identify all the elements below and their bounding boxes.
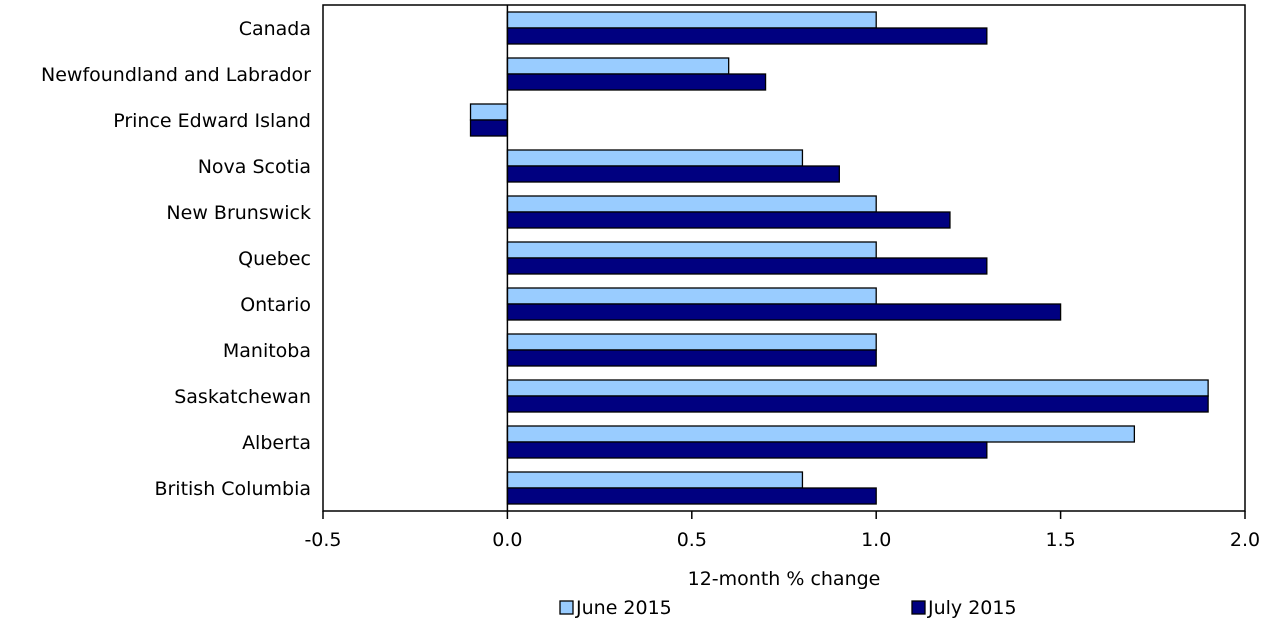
- bar-series-2: [506, 27, 988, 45]
- bar-series-1: [506, 333, 877, 351]
- category-label: Saskatchewan: [174, 386, 311, 408]
- bar-series-1: [506, 241, 877, 259]
- category-label: Quebec: [238, 248, 311, 270]
- bar-series-1: [506, 379, 1209, 397]
- plot-area-frame: [322, 4, 1246, 512]
- bar-series-2: [506, 303, 1062, 321]
- bar-series-2: [506, 395, 1209, 413]
- bar-series-1: [469, 103, 509, 121]
- bar-series-1: [506, 287, 877, 305]
- bar-series-2: [469, 119, 509, 137]
- bars-layer: [469, 11, 1209, 505]
- bar-series-2: [506, 441, 988, 459]
- legend-swatch: [911, 600, 926, 615]
- legend-label: July 2015: [927, 597, 1017, 619]
- legend-swatch: [559, 600, 574, 615]
- category-label: Newfoundland and Labrador: [41, 64, 311, 86]
- bar-series-2: [506, 211, 951, 229]
- x-tick-label: 1.5: [1045, 529, 1075, 551]
- x-tick-label: 0.5: [677, 529, 707, 551]
- x-ticks: -0.5 0.0 0.5 1.0 1.5 2.0: [304, 511, 1260, 551]
- bar-series-2: [506, 349, 877, 367]
- category-label: British Columbia: [154, 478, 311, 500]
- bar-series-1: [506, 195, 877, 213]
- bar-series-2: [506, 165, 840, 183]
- category-label: Manitoba: [223, 340, 311, 362]
- category-label: Alberta: [242, 432, 311, 454]
- bar-series-1: [506, 425, 1136, 443]
- bar-series-1: [506, 149, 804, 167]
- category-label: New Brunswick: [166, 202, 311, 224]
- legend-label: June 2015: [575, 597, 672, 619]
- x-tick-label: 1.0: [861, 529, 891, 551]
- category-label: Canada: [239, 18, 311, 40]
- category-label: Nova Scotia: [198, 156, 311, 178]
- x-axis-title: 12-month % change: [688, 568, 881, 590]
- x-tick-label: 0.0: [492, 529, 522, 551]
- category-labels: Canada Newfoundland and Labrador Prince Ed…: [41, 18, 311, 500]
- x-tick-label: -0.5: [304, 529, 341, 551]
- category-label: Ontario: [240, 294, 311, 316]
- bar-series-1: [506, 11, 877, 29]
- bar-series-2: [506, 487, 877, 505]
- bar-series-2: [506, 257, 988, 275]
- category-label: Prince Edward Island: [113, 110, 311, 132]
- bar-series-2: [506, 73, 767, 91]
- x-tick-label: 2.0: [1230, 529, 1260, 551]
- bar-series-1: [506, 57, 730, 75]
- legend: June 2015 July 2015: [559, 597, 1017, 619]
- bar-series-1: [506, 471, 804, 489]
